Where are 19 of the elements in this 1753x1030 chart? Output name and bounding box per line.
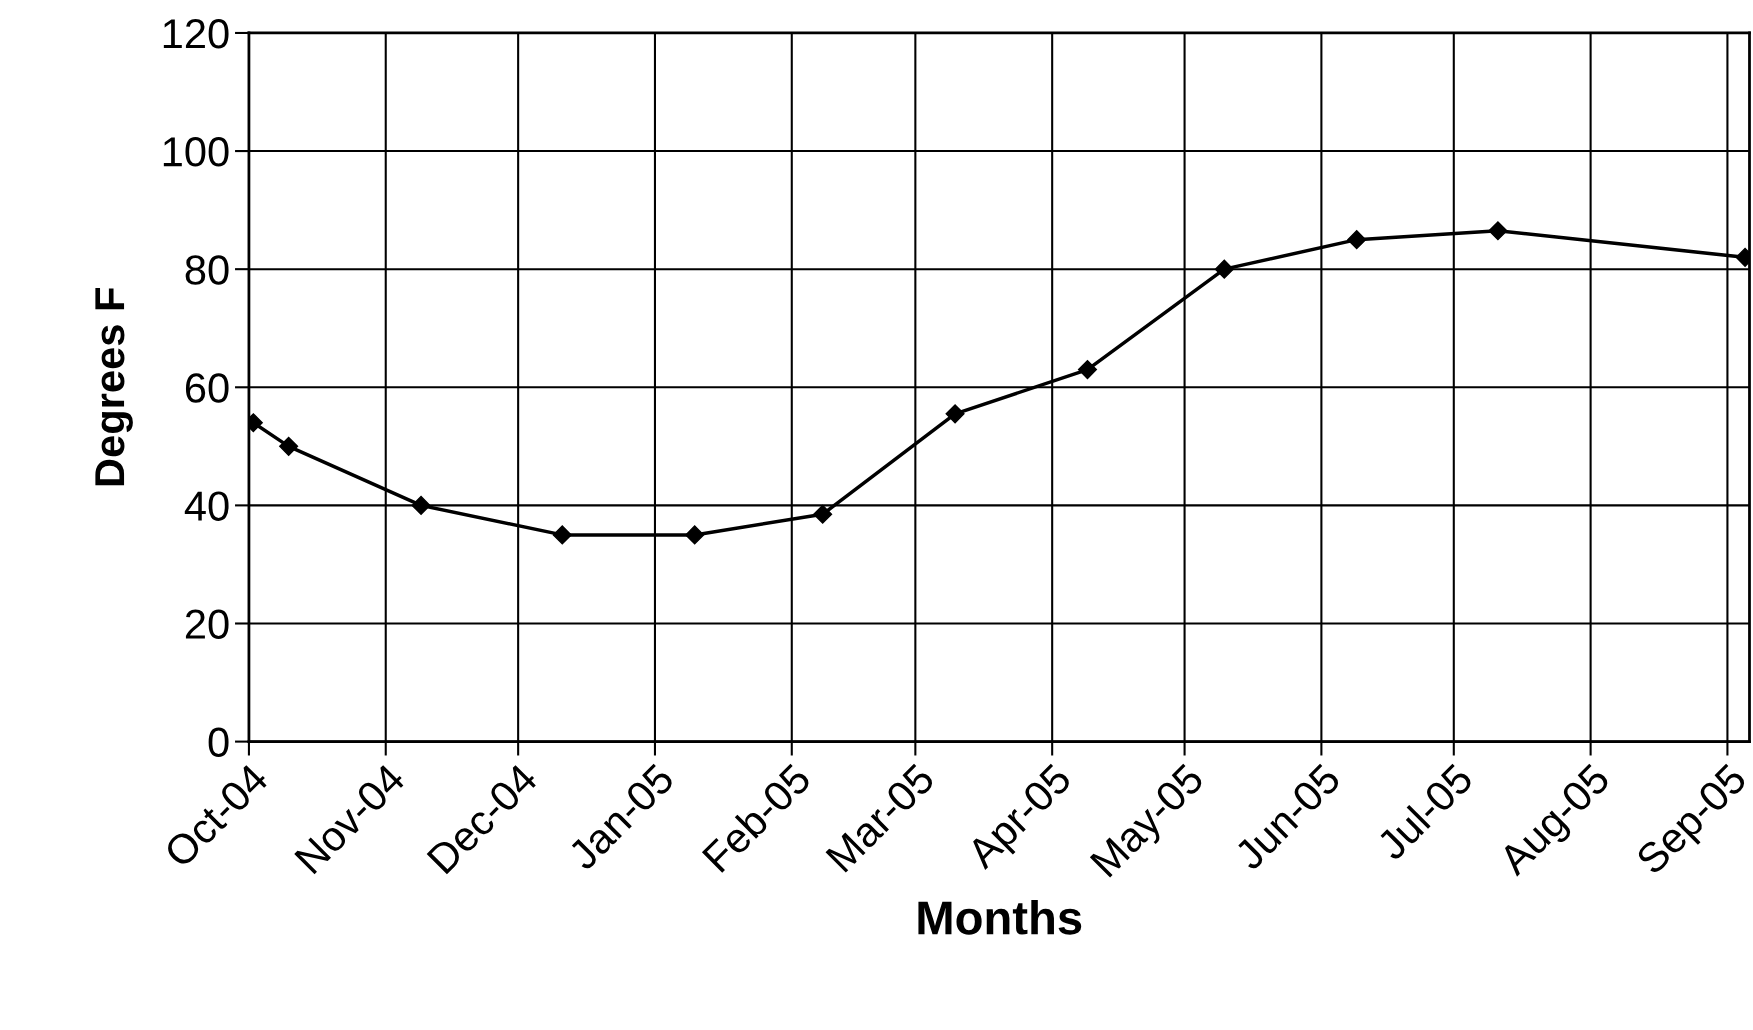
point <box>685 525 705 545</box>
point <box>1214 259 1234 279</box>
point <box>945 404 965 424</box>
y-tick-label: 60 <box>185 373 229 403</box>
y-tick-label: 80 <box>185 255 229 285</box>
point <box>279 436 299 456</box>
point <box>1077 360 1098 380</box>
point <box>813 504 833 524</box>
y-tick-label: 0 <box>208 727 229 758</box>
point <box>1488 221 1508 241</box>
x-axis-title: Months <box>918 899 1082 935</box>
point <box>552 525 572 545</box>
y-tick-label: 40 <box>184 491 229 521</box>
y-tick-label: 120 <box>163 18 229 49</box>
y-axis-title: Degrees F <box>95 288 133 486</box>
y-tick-label: 100 <box>163 137 229 167</box>
point <box>1347 230 1367 250</box>
point <box>411 495 431 515</box>
y-tick-label: 20 <box>185 609 229 639</box>
